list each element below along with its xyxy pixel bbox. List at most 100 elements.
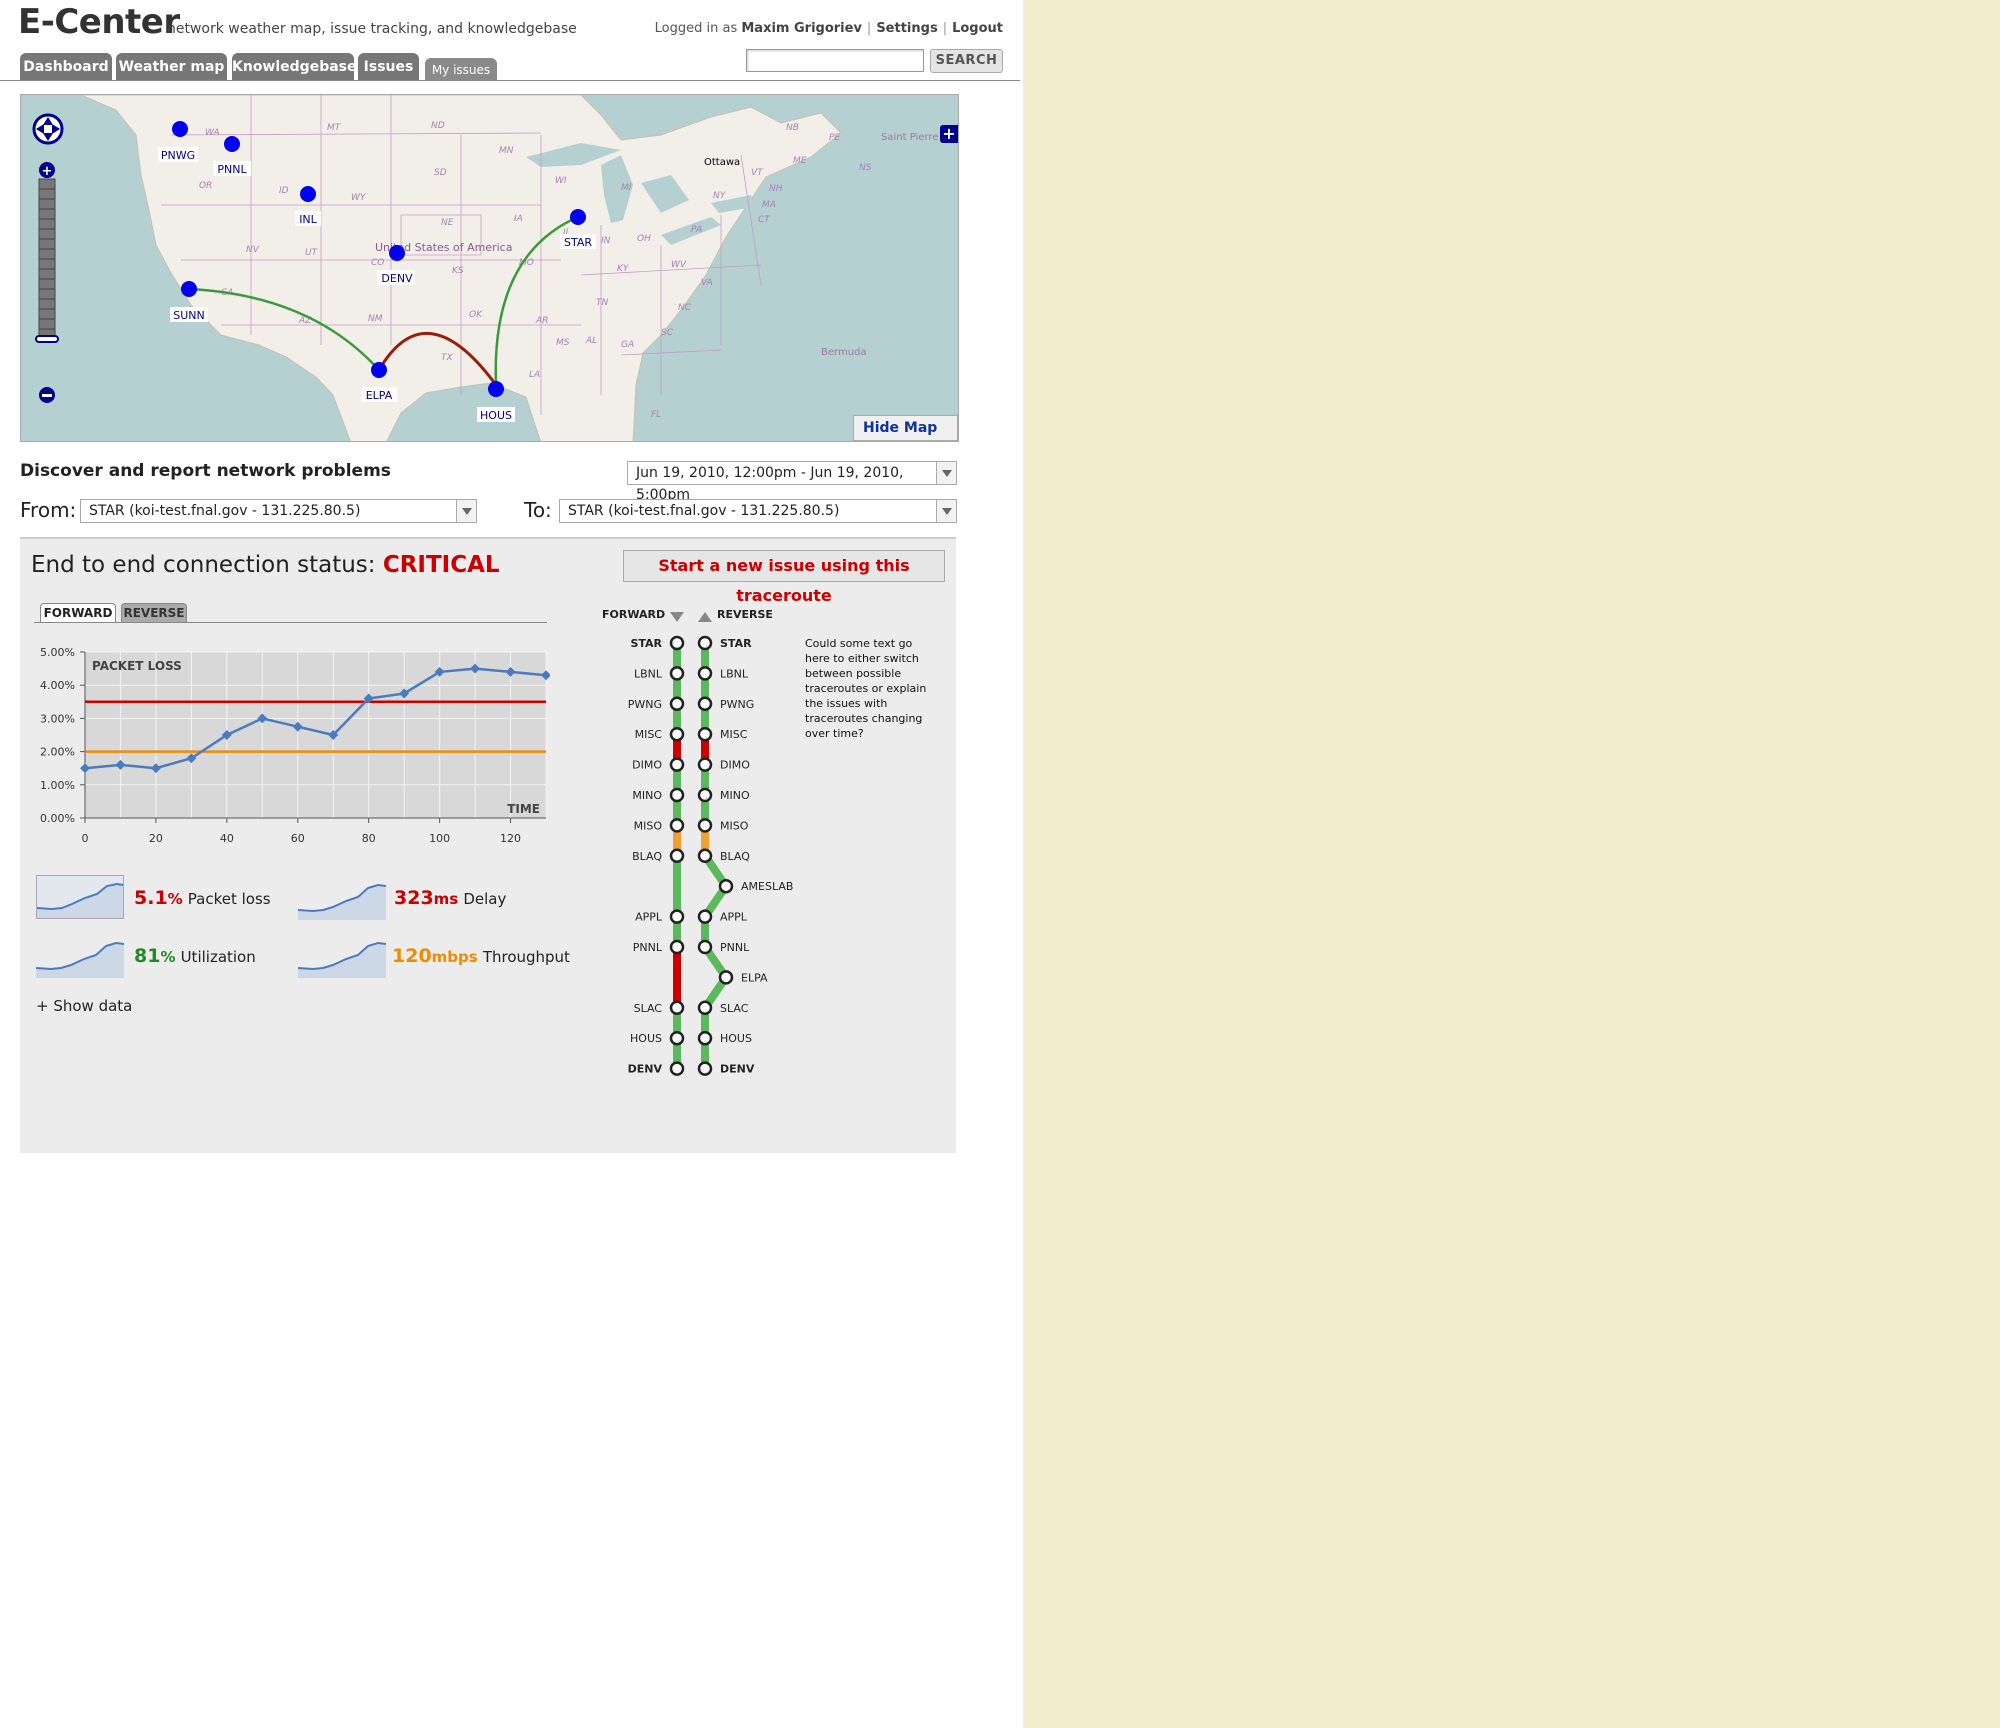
node-elpa[interactable]: ELPA [361,362,397,402]
lake-michigan [601,155,633,223]
zoom-slider-handle [35,335,59,343]
user-bar: Logged in as Maxim Grigoriev | Settings | Lo… [654,21,1003,36]
forward-hop-node [669,818,685,833]
zoom-control[interactable]: + [35,162,59,403]
svg-text:INL: INL [299,213,317,226]
search-button[interactable]: SEARCH [930,49,1003,73]
state-label-ne: NE [441,218,454,228]
reverse-hop-node [718,970,734,985]
state-label-ar: AR [535,316,548,326]
sparkline-utilization-box[interactable] [35,938,125,982]
state-borders [161,95,762,415]
state-label-nm: NM [368,314,383,324]
node-hous[interactable]: HOUS [477,381,515,422]
link-elpa-hous [377,332,498,386]
hide-map-button[interactable]: Hide Map ⌃ [853,415,958,441]
forward-hop-label: STAR [630,637,662,650]
state-label-or: OR [199,181,212,191]
metric-value: 323 [394,887,434,909]
reverse-hop-node [697,1030,713,1046]
tab-issues[interactable]: Issues [358,53,419,81]
data-point [186,753,197,764]
dropdown-arrow-icon[interactable] [936,462,956,484]
place-label-bermuda: Bermuda [821,347,867,358]
sparkline-packet-loss-box[interactable] [36,875,124,919]
place-label-saint-pierre: Saint Pierre [881,132,938,143]
tab-my-issues[interactable]: My issues [425,58,497,81]
data-point [541,670,550,681]
app-title[interactable]: E-Center [18,2,180,42]
search-input[interactable] [746,49,924,72]
state-label-fl: FL [651,410,661,420]
node-star[interactable]: STAR [560,209,596,249]
show-data-link[interactable]: + Show data [36,997,133,1015]
state-label-tx: TX [441,353,453,363]
weather-map[interactable]: WA MT ND MN OR ID SD WY WI MI NB PE ME N… [20,94,959,442]
pan-control[interactable] [32,113,64,145]
state-label-sc: SC [661,328,674,338]
state-label-sd: SD [434,168,447,178]
svg-text:ELPA: ELPA [366,389,393,402]
y-tick-label: 4.00% [40,679,75,692]
node-denv[interactable]: DENV [377,245,415,285]
sparkline-delay-box[interactable] [297,880,387,924]
state-label-pe: PE [829,133,840,143]
series-line [84,667,547,770]
tab-forward[interactable]: FORWARD [40,603,116,623]
forward-hop-label: MISC [635,728,663,741]
traceroute-diagram: FORWARD REVERSE STAR LBNL PWNG MISC DIMO MINO MI… [602,608,793,1076]
metric-label: Utilization [180,948,256,966]
state-label-co: CO [371,258,384,268]
state-label-vt: VT [751,168,764,178]
lake-ontario [711,195,754,213]
y-tick-label: 5.00% [40,646,75,659]
reverse-hop-label: BLAQ [720,850,750,863]
lake-huron [641,175,689,213]
land-mass [21,95,842,441]
tab-weather-map[interactable]: Weather map [116,53,227,81]
reverse-arrow-icon [698,612,712,622]
metric-utilization: 81% Utilization [134,945,256,967]
layer-switcher-plus-icon[interactable]: + [940,125,958,143]
x-tick-label: 100 [429,832,450,845]
reverse-hop-label: SLAC [720,1002,749,1015]
reverse-hop-node [718,878,734,894]
reverse-hop-label: AMESLAB [741,880,793,893]
state-label-wv: WV [671,260,687,270]
from-select[interactable]: STAR (koi-test.fnal.gov - 131.225.80.5) [80,499,477,523]
reverse-hop-label: DIMO [720,759,750,772]
node-pnwg[interactable]: PNWG [158,121,198,162]
sparkline-delay [297,883,387,920]
forward-hop-label: PWNG [628,698,662,711]
tab-knowledgebase[interactable]: Knowledgebase [232,53,357,81]
data-point [399,688,410,699]
metric-unit: % [167,890,183,908]
forward-hop-label: APPL [635,911,663,924]
data-point [221,730,232,740]
lake-erie [661,217,721,245]
forward-hop-node [669,909,685,924]
sparkline-throughput-box[interactable] [297,938,387,982]
node-inl[interactable]: INL [295,186,321,226]
to-value: STAR (koi-test.fnal.gov - 131.225.80.5) [568,503,840,519]
user-name-link[interactable]: Maxim Grigoriev [741,21,862,36]
node-sunn[interactable]: SUNN [170,281,208,322]
map-canvas[interactable]: WA MT ND MN OR ID SD WY WI MI NB PE ME N… [21,95,959,442]
logout-link[interactable]: Logout [952,21,1003,36]
tagline: network weather map, issue tracking, and… [167,21,577,37]
metric-label: Throughput [482,948,570,966]
time-range-select[interactable]: Jun 19, 2010, 12:00pm - Jun 19, 2010, 5:… [627,461,957,503]
to-select[interactable]: STAR (koi-test.fnal.gov - 131.225.80.5) [559,499,957,523]
state-label-wa: WA [205,128,220,138]
forward-hop-node [669,848,685,864]
settings-link[interactable]: Settings [876,21,938,36]
state-label-ns: NS [859,163,872,173]
tab-dashboard[interactable]: Dashboard [20,53,112,81]
tab-reverse[interactable]: REVERSE [121,603,187,623]
start-issue-button[interactable]: Start a new issue using this traceroute [623,550,945,605]
node-pnnl[interactable]: PNNL [213,136,251,176]
dropdown-arrow-icon[interactable] [936,500,956,522]
dropdown-arrow-icon[interactable] [456,500,476,522]
state-label-ok: OK [469,310,483,320]
svg-text:PNNL: PNNL [217,163,247,176]
